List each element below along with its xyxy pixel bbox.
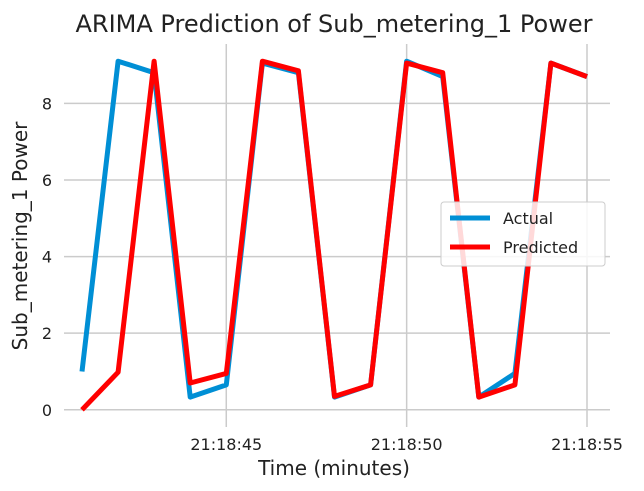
- series-layer: [79, 58, 588, 412]
- y-tick-label: 6: [42, 171, 52, 190]
- x-tick-label: 21:18:55: [551, 435, 623, 454]
- x-axis-label: Time (minutes): [257, 456, 410, 480]
- y-tick-label: 8: [42, 94, 52, 113]
- x-tick-label: 21:18:50: [371, 435, 443, 454]
- x-tick-label: 21:18:45: [190, 435, 262, 454]
- y-tick-label: 2: [42, 324, 52, 343]
- y-tick-label: 0: [42, 401, 52, 420]
- legend: Actual Predicted: [440, 201, 606, 267]
- y-axis-label: Sub_metering_1 Power: [8, 121, 32, 350]
- legend-label-predicted: Predicted: [503, 238, 578, 257]
- series-line-predicted: [80, 58, 588, 412]
- legend-label-actual: Actual: [503, 209, 553, 228]
- y-tick-label: 4: [42, 248, 52, 267]
- tick-labels: 0 2 4 6 8 21:18:45 21:18:50 21:18:55: [42, 94, 623, 454]
- chart-title: ARIMA Prediction of Sub_metering_1 Power: [76, 10, 593, 38]
